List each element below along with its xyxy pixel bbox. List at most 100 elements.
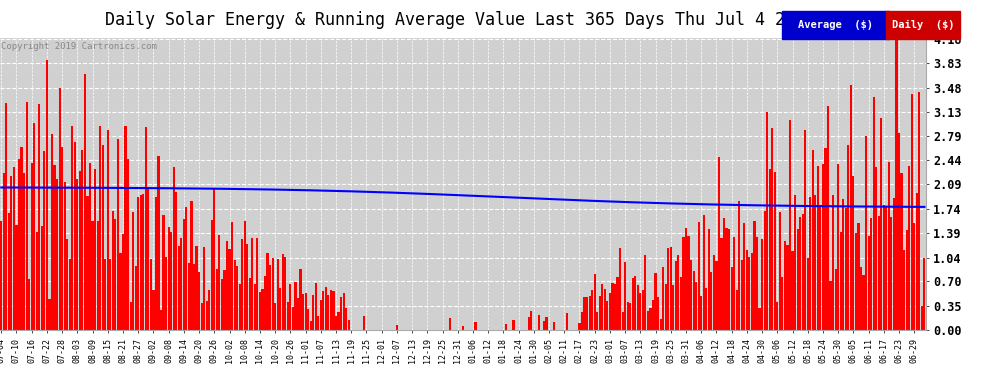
Bar [612, 282, 614, 330]
Bar [109, 259, 112, 330]
Bar [786, 245, 788, 330]
Bar [832, 195, 835, 330]
Bar [677, 255, 679, 330]
Bar [3, 172, 5, 330]
Bar [170, 231, 172, 330]
Bar [231, 222, 233, 330]
Bar [264, 276, 266, 330]
Bar [578, 323, 580, 330]
Bar [279, 288, 281, 330]
Bar [122, 234, 124, 330]
Bar [320, 300, 322, 330]
Bar [244, 221, 246, 330]
Bar [895, 39, 898, 330]
Bar [107, 130, 109, 330]
Bar [347, 320, 349, 330]
Bar [553, 322, 555, 330]
Bar [346, 308, 347, 330]
Bar [913, 224, 916, 330]
Bar [274, 303, 276, 330]
Bar [23, 173, 25, 330]
Bar [898, 133, 900, 330]
Bar [758, 308, 760, 330]
Bar [284, 256, 286, 330]
Bar [838, 164, 840, 330]
Bar [256, 238, 258, 330]
Bar [193, 264, 195, 330]
Bar [531, 311, 533, 330]
Bar [652, 300, 654, 330]
Bar [622, 312, 624, 330]
Bar [827, 106, 829, 330]
Bar [807, 258, 809, 330]
Bar [229, 249, 231, 330]
Bar [224, 270, 226, 330]
Bar [776, 302, 778, 330]
Bar [789, 120, 791, 330]
Bar [190, 201, 192, 330]
Bar [505, 324, 507, 330]
Bar [21, 147, 23, 330]
Bar [328, 295, 330, 330]
Bar [145, 128, 147, 330]
Bar [791, 251, 794, 330]
Bar [916, 194, 918, 330]
Bar [157, 156, 159, 330]
Bar [0, 222, 2, 330]
Bar [79, 171, 81, 330]
Bar [66, 239, 68, 330]
Bar [234, 260, 236, 330]
Bar [854, 233, 857, 330]
Bar [705, 288, 708, 330]
Bar [289, 284, 291, 330]
Bar [682, 237, 684, 330]
Bar [46, 60, 48, 330]
Bar [449, 318, 451, 330]
Bar [750, 253, 753, 330]
Bar [312, 295, 314, 330]
Bar [646, 311, 649, 330]
Bar [883, 205, 885, 330]
Bar [545, 317, 547, 330]
Bar [753, 221, 755, 330]
Bar [903, 250, 905, 330]
Bar [654, 273, 656, 330]
Bar [768, 169, 771, 330]
Bar [127, 159, 129, 330]
Bar [201, 303, 203, 330]
Bar [642, 291, 644, 330]
Bar [675, 261, 677, 330]
Bar [461, 326, 464, 330]
Bar [152, 290, 154, 330]
Bar [56, 179, 58, 330]
Bar [50, 134, 53, 330]
Bar [239, 284, 241, 330]
Text: Daily  ($): Daily ($) [892, 20, 954, 30]
Bar [594, 274, 596, 330]
Bar [748, 257, 750, 330]
Bar [53, 165, 55, 330]
Bar [221, 279, 223, 330]
Bar [297, 298, 299, 330]
Bar [5, 104, 7, 330]
Bar [114, 219, 117, 330]
Bar [294, 282, 297, 330]
Bar [734, 237, 736, 330]
Bar [629, 303, 632, 330]
Bar [672, 285, 674, 330]
Bar [185, 207, 187, 330]
Bar [698, 222, 700, 330]
Bar [104, 259, 106, 330]
Bar [640, 293, 642, 330]
Bar [84, 74, 86, 330]
Bar [614, 284, 616, 330]
Bar [247, 244, 248, 330]
Bar [812, 150, 814, 330]
Bar [809, 197, 812, 330]
Bar [396, 325, 398, 330]
Bar [667, 248, 669, 330]
Bar [849, 84, 852, 330]
Bar [604, 289, 606, 330]
Bar [287, 302, 289, 330]
Text: Daily Solar Energy & Running Average Value Last 365 Days Thu Jul 4 20:28: Daily Solar Energy & Running Average Val… [105, 11, 826, 29]
